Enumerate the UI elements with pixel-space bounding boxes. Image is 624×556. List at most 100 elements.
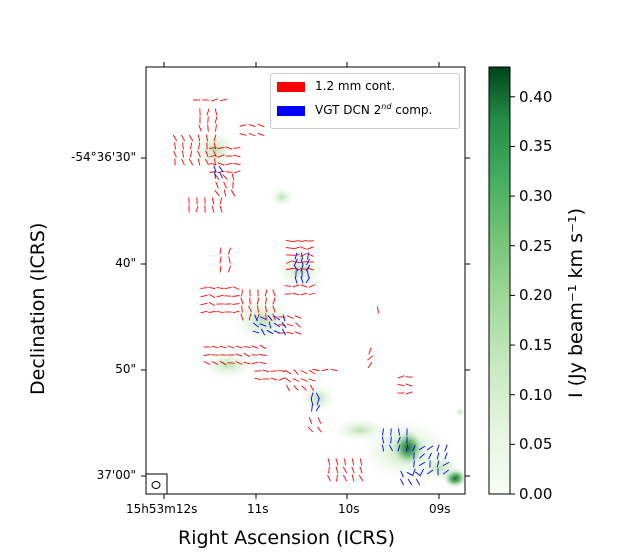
y-axis-title: Declination (ICRS) (27, 222, 49, 395)
vector-red-45 (225, 146, 233, 150)
vector-red-128 (232, 286, 240, 290)
vector-red-219 (335, 466, 339, 474)
vector-red-51 (233, 163, 241, 165)
vector-red-132 (241, 289, 243, 297)
x-tick-label-1: 15h53m12s (126, 502, 198, 516)
vector-red-3 (219, 98, 228, 102)
vector-blue-41 (381, 436, 385, 444)
vector-blue-44 (390, 436, 392, 444)
vector-red-141 (256, 297, 260, 305)
vector-blue-66 (436, 460, 440, 468)
vector-red-227 (359, 458, 363, 466)
vector-red-229 (358, 474, 364, 482)
vector-blue-13 (300, 276, 304, 284)
vector-red-17 (181, 134, 185, 142)
vector-blue-35 (310, 398, 314, 406)
vector-red-181 (251, 361, 259, 365)
vector-red-35 (213, 150, 217, 158)
colorbar-tick-label-4: 0.20 (519, 286, 553, 305)
vector-red-22 (189, 142, 193, 150)
vector-red-178 (243, 361, 251, 365)
vector-red-224 (351, 458, 355, 466)
colorbar-ticks (510, 96, 515, 495)
vector-red-9 (207, 124, 209, 132)
vector-red-218 (335, 458, 339, 466)
colorbar-tick-label-8: 0.40 (519, 87, 553, 106)
vector-red-71 (219, 205, 223, 213)
vector-red-13 (172, 134, 178, 142)
vector-blue-15 (306, 258, 310, 266)
vector-red-226 (351, 474, 355, 482)
vector-blue-75 (407, 478, 413, 486)
vector-red-55 (214, 190, 220, 196)
vector-red-78 (286, 239, 293, 243)
vector-blue-2 (218, 165, 224, 173)
vector-red-203 (308, 378, 316, 382)
vector-blue-22 (259, 316, 267, 320)
vector-red-82 (285, 268, 294, 270)
vector-red-148 (272, 289, 276, 297)
vector-red-79 (285, 247, 294, 249)
vector-red-21 (188, 134, 194, 142)
vector-blue-38 (316, 398, 320, 406)
vector-blue-16 (305, 264, 311, 272)
vector-red-42 (217, 154, 225, 158)
vector-red-47 (225, 162, 233, 166)
vector-red-10 (214, 108, 218, 116)
vector-blue-23 (259, 323, 267, 327)
vector-red-15 (173, 150, 177, 158)
vector-blue-28 (273, 315, 281, 321)
vector-blue-3 (219, 171, 223, 179)
vector-red-165 (211, 354, 219, 356)
vector-red-92 (299, 268, 308, 270)
y-tick-label-1: -54°36'30" (71, 150, 136, 164)
vector-red-11 (214, 116, 218, 124)
vector-red-77 (257, 132, 265, 137)
vector-red-110 (228, 256, 231, 264)
vector-red-193 (284, 369, 292, 375)
vector-red-38 (209, 154, 217, 158)
vector-red-213 (367, 355, 373, 361)
vector-red-176 (243, 346, 251, 348)
vector-red-48 (225, 171, 233, 173)
vector-red-145 (265, 297, 267, 305)
vector-red-184 (259, 361, 267, 365)
vector-red-208 (317, 426, 322, 433)
plot-frame (145, 66, 466, 495)
vector-red-40 (209, 171, 217, 173)
vector-blue-33 (282, 328, 286, 336)
vector-red-235 (405, 391, 413, 395)
vector-red-200 (300, 378, 308, 382)
vector-blue-27 (266, 329, 274, 335)
vector-red-185 (254, 370, 262, 372)
vector-red-138 (248, 305, 252, 313)
vector-blue-40 (382, 428, 384, 436)
vector-blue-61 (428, 452, 432, 460)
vector-red-216 (328, 466, 330, 474)
vector-red-100 (292, 284, 300, 288)
vector-blue-54 (413, 460, 415, 468)
vector-red-104 (308, 284, 316, 288)
vector-red-186 (254, 377, 262, 381)
legend-swatch-red (277, 81, 305, 92)
vector-red-231 (397, 383, 405, 387)
vector-red-65 (195, 205, 199, 213)
vector-red-34 (213, 142, 217, 150)
vector-red-18 (182, 142, 184, 150)
vector-red-217 (327, 474, 331, 482)
vector-red-83 (292, 240, 301, 242)
vector-red-50 (233, 154, 241, 158)
vector-blue-51 (406, 444, 408, 452)
vector-blue-64 (436, 444, 440, 452)
vector-red-199 (300, 370, 308, 374)
vector-red-73 (239, 133, 247, 136)
legend: 1.2 mm cont. VGT DCN 2nd comp. (270, 73, 460, 129)
vector-red-52 (233, 170, 241, 174)
vector-red-210 (321, 368, 329, 372)
vector-blue-4 (294, 252, 298, 260)
vector-red-151 (272, 313, 276, 321)
vector-red-182 (259, 344, 267, 350)
vector-red-175 (235, 361, 243, 365)
colorbar-tick-label-1: 0.05 (519, 435, 553, 454)
vector-red-204 (310, 384, 314, 392)
